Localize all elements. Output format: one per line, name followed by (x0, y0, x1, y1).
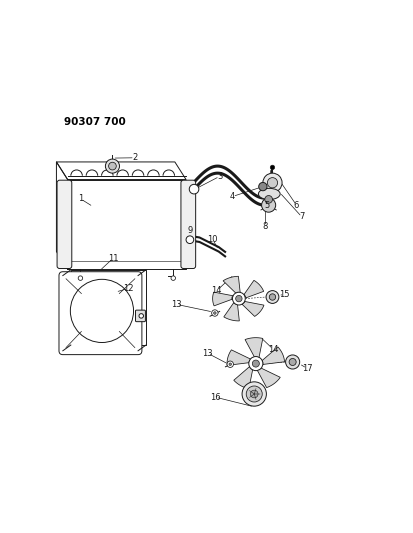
Ellipse shape (259, 188, 280, 199)
Text: 12: 12 (123, 284, 134, 293)
Text: 13: 13 (202, 349, 213, 358)
Circle shape (186, 236, 194, 244)
Circle shape (227, 361, 233, 367)
Text: 1: 1 (78, 194, 83, 203)
Circle shape (105, 159, 119, 173)
Circle shape (139, 313, 143, 318)
FancyBboxPatch shape (57, 180, 72, 269)
Text: 17: 17 (302, 364, 312, 373)
Circle shape (265, 196, 273, 203)
Text: 5: 5 (264, 201, 269, 211)
Circle shape (252, 360, 259, 367)
Text: 7: 7 (299, 213, 305, 222)
Circle shape (270, 165, 275, 169)
Circle shape (263, 173, 282, 192)
Polygon shape (227, 350, 251, 366)
Text: 4: 4 (230, 192, 235, 201)
Circle shape (266, 290, 279, 303)
Polygon shape (234, 367, 253, 389)
Polygon shape (242, 302, 264, 317)
Text: 15: 15 (279, 290, 290, 299)
Circle shape (286, 355, 300, 369)
Circle shape (109, 162, 116, 170)
Polygon shape (244, 280, 263, 298)
Text: 2: 2 (132, 154, 138, 162)
Circle shape (261, 198, 276, 212)
Text: 8: 8 (263, 222, 268, 231)
Polygon shape (262, 347, 285, 365)
Circle shape (211, 310, 218, 316)
Circle shape (242, 382, 266, 406)
Text: 9: 9 (187, 225, 192, 235)
Circle shape (214, 312, 216, 314)
Text: 16: 16 (210, 393, 221, 402)
FancyBboxPatch shape (59, 272, 142, 354)
Circle shape (233, 292, 245, 305)
Polygon shape (223, 276, 240, 293)
Polygon shape (245, 338, 263, 358)
Circle shape (246, 386, 262, 402)
Circle shape (70, 279, 133, 343)
Polygon shape (257, 368, 280, 387)
Circle shape (269, 294, 276, 300)
Text: 14: 14 (211, 286, 222, 295)
Polygon shape (213, 292, 233, 306)
Circle shape (171, 276, 176, 280)
Circle shape (229, 363, 232, 366)
Circle shape (289, 359, 296, 366)
Circle shape (267, 177, 278, 188)
Circle shape (250, 390, 258, 398)
Text: 3: 3 (217, 172, 222, 181)
FancyBboxPatch shape (181, 180, 196, 269)
Text: 13: 13 (171, 300, 182, 309)
Polygon shape (224, 303, 239, 321)
Text: 11: 11 (108, 254, 119, 263)
Text: 6: 6 (294, 200, 299, 209)
Text: 14: 14 (268, 345, 278, 354)
Text: 10: 10 (207, 235, 218, 244)
Circle shape (78, 276, 83, 280)
FancyBboxPatch shape (135, 310, 145, 321)
Circle shape (259, 182, 267, 191)
Text: 90307 700: 90307 700 (64, 117, 126, 127)
Circle shape (189, 184, 199, 194)
Circle shape (249, 357, 263, 370)
Circle shape (236, 295, 242, 302)
